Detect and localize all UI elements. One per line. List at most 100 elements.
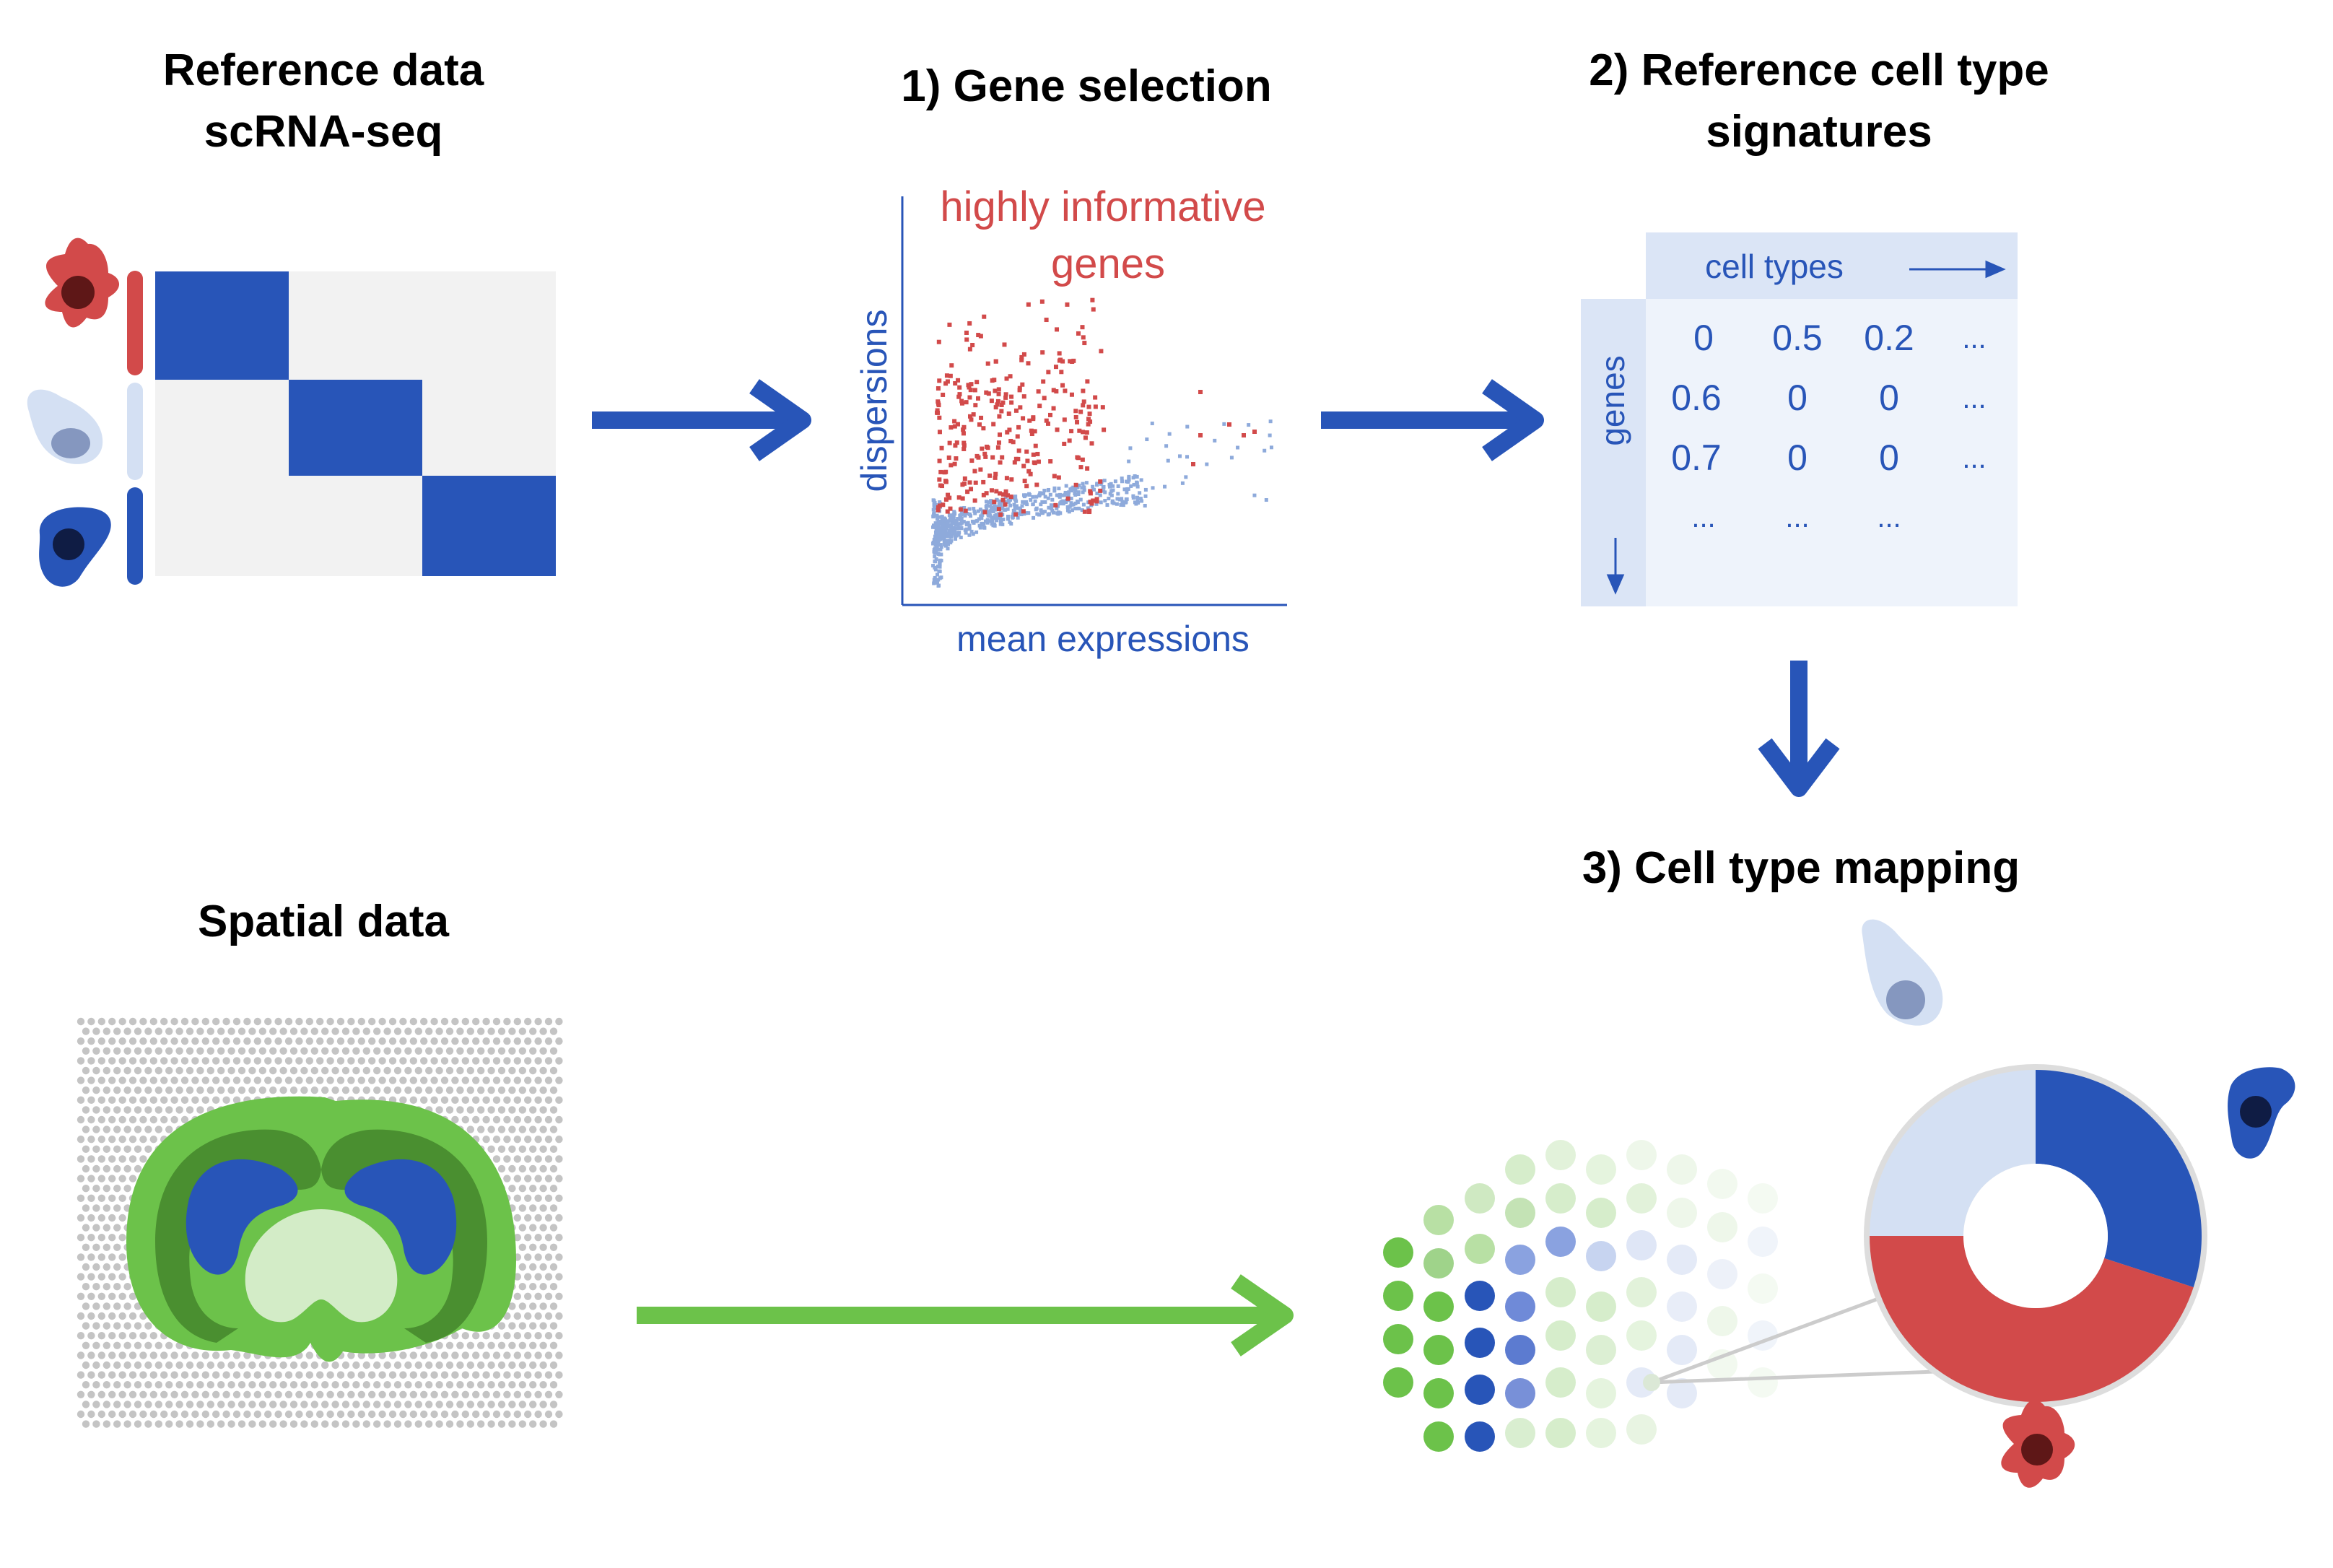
spot [482,1332,490,1340]
spot [227,1027,235,1035]
spot [186,1381,194,1389]
spot [487,1106,495,1114]
spot [497,1164,506,1173]
gene-point [1064,500,1068,505]
spot [539,1145,547,1154]
spot [165,1361,173,1369]
spot [341,1401,350,1408]
spot [534,1390,542,1399]
spot [217,1086,225,1094]
gene-point [933,559,938,564]
dark-blue-cluster-bar [127,487,143,585]
gene-point [951,526,956,530]
gene-point [946,539,950,543]
mapped-spot [1667,1154,1697,1185]
spot [534,1214,542,1222]
spot [269,1401,277,1408]
spot [482,1037,490,1045]
spot [149,1136,157,1144]
gene-point [1081,502,1086,507]
gene-point [1138,497,1143,501]
spot [409,1037,417,1045]
spot [378,1410,386,1419]
table-cell: 0.5 [1772,318,1823,358]
spot [321,1381,329,1389]
spot [97,1194,105,1203]
spot [368,1410,376,1419]
gene-point [1107,497,1111,501]
gene-point [964,527,969,531]
gene-point [1092,487,1096,492]
spot [108,1371,116,1379]
spot [477,1341,485,1350]
spot [404,1401,412,1408]
informative-gene-point [1077,428,1082,433]
gene-point [1115,502,1119,506]
informative-gene-point [943,381,949,386]
spot [295,1390,303,1399]
spot [87,1332,95,1340]
spot [97,1390,105,1399]
spot [217,1027,225,1035]
spot [144,1125,152,1133]
gene-point [990,519,995,523]
gene-point [953,512,957,516]
spot [399,1410,407,1419]
gene-point [971,532,975,536]
informative-gene-point [1081,388,1086,393]
spot [77,1253,85,1261]
spot [539,1361,547,1369]
spot [539,1047,547,1055]
spot [497,1420,506,1428]
informative-gene-point [997,414,1002,419]
gene-point [933,541,937,546]
spot [284,1390,293,1399]
gene-point [952,510,956,514]
gene-point [936,565,940,569]
gene-point [1269,445,1273,450]
gene-point [956,526,961,530]
mapped-spot [1545,1320,1576,1351]
spot [170,1017,178,1026]
spot [529,1204,537,1212]
informative-gene-point [1026,469,1032,474]
spot [113,1243,121,1252]
informative-gene-point [1091,307,1096,312]
spot [529,1322,537,1330]
spot [154,1066,162,1075]
informative-gene-point [967,347,972,352]
spot [409,1410,417,1419]
spot [435,1420,443,1428]
gene-point [936,578,941,582]
gene-point [1055,504,1060,508]
gene-point [947,540,951,544]
gene-point [938,543,943,547]
gene-point [959,535,963,539]
spot [513,1155,521,1163]
spot [77,1371,85,1379]
spot [555,1410,563,1419]
gene-point [1126,480,1130,484]
spot [440,1076,449,1084]
spot [123,1145,131,1154]
spot [440,1390,449,1399]
spot [414,1361,422,1369]
spot [451,1115,459,1124]
spot [113,1361,121,1369]
scatter-x-label: mean expressions [956,619,1250,659]
mapped-spot [1667,1378,1697,1408]
gene-point [1031,502,1035,507]
spot [466,1086,474,1094]
spot [186,1361,194,1369]
gene-point [933,567,938,572]
spot [487,1047,495,1055]
spot [144,1420,152,1428]
spot [513,1273,521,1281]
spot [201,1017,209,1026]
spot [149,1057,157,1065]
spot [191,1017,199,1026]
spot [513,1292,521,1301]
spot [508,1302,516,1310]
spot [305,1351,313,1359]
spot [383,1047,391,1055]
